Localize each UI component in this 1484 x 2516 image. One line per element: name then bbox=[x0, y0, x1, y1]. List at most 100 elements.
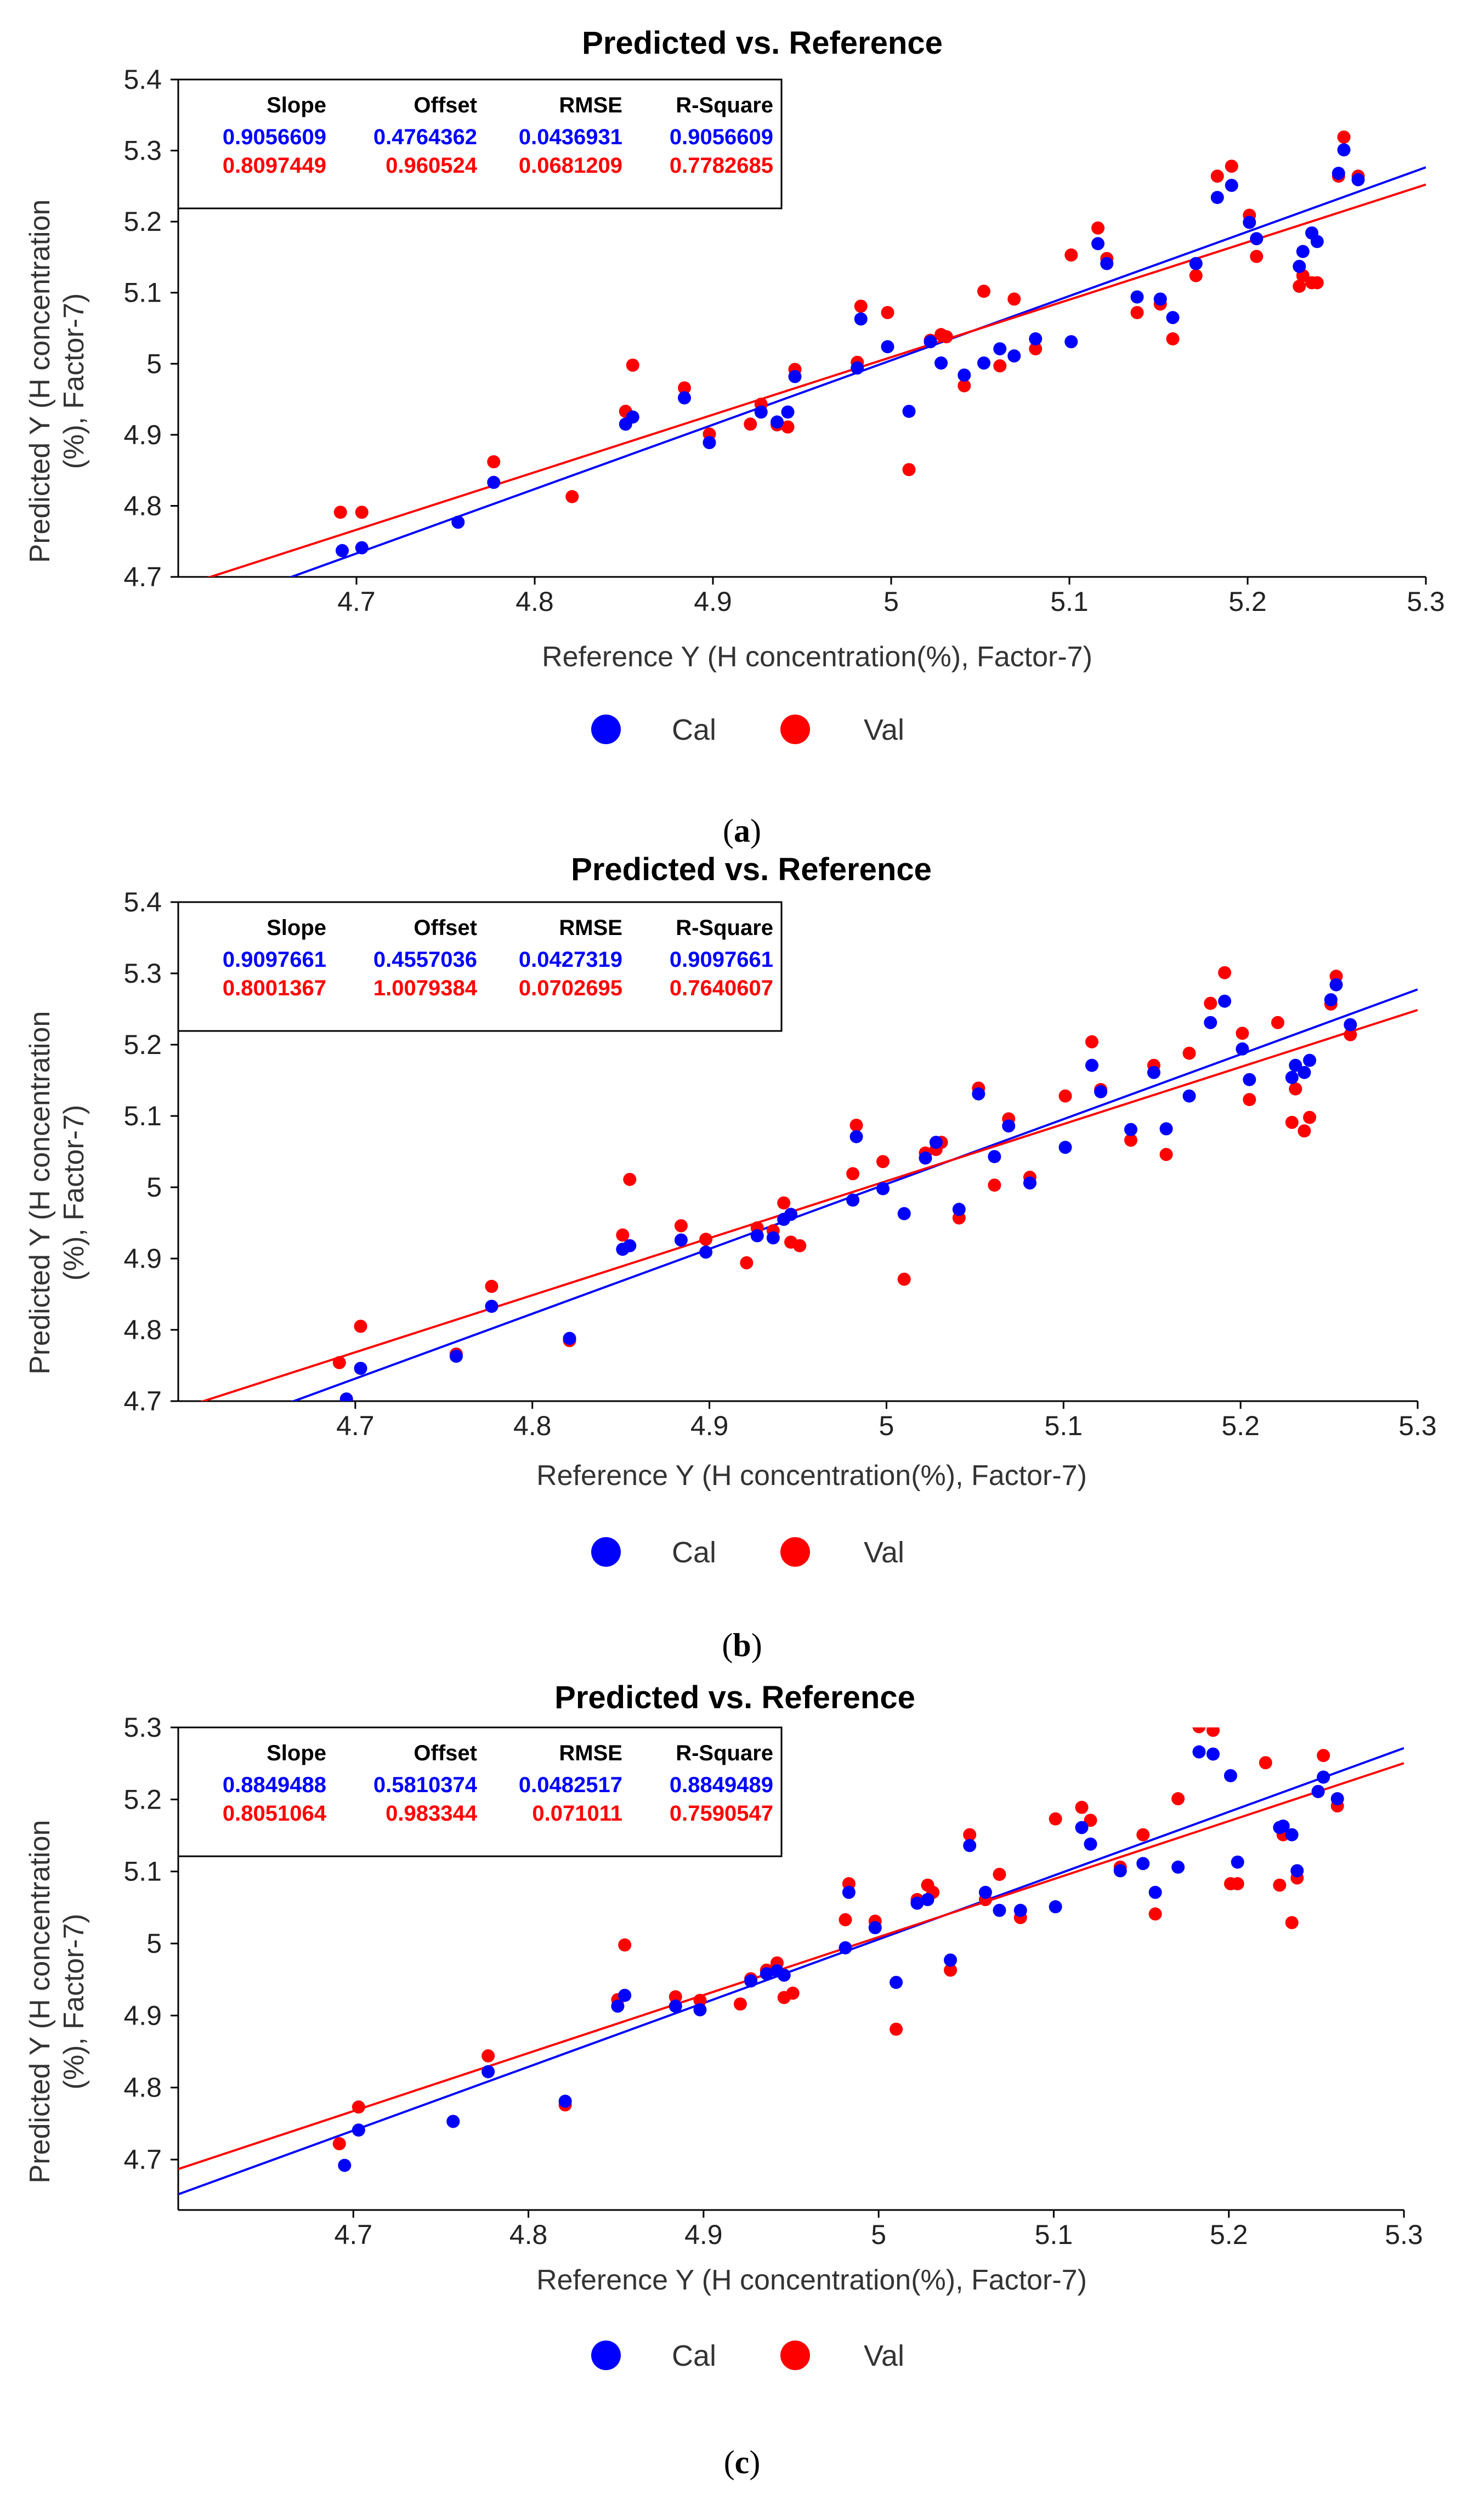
data-point-val bbox=[939, 330, 953, 344]
stats-value-val: 0.8097449 bbox=[223, 154, 326, 178]
data-point-val bbox=[1285, 1916, 1299, 1929]
data-point-val bbox=[565, 490, 579, 503]
data-point-cal bbox=[1192, 1745, 1206, 1759]
data-point-cal bbox=[1332, 167, 1345, 180]
data-point-cal bbox=[339, 1392, 353, 1401]
data-point-val bbox=[781, 420, 795, 434]
data-point-cal bbox=[963, 1839, 977, 1852]
stats-value-val: 1.0079384 bbox=[373, 976, 478, 1000]
data-point-cal bbox=[897, 1207, 911, 1221]
y-tick-label: 5.4 bbox=[123, 887, 162, 917]
stats-value-val: 0.7640607 bbox=[670, 976, 773, 1000]
data-point-cal bbox=[669, 1999, 682, 2013]
y-axis-label: Predicted Y (H concentration (%), Factor… bbox=[24, 1011, 90, 1375]
data-point-cal bbox=[1344, 1018, 1357, 1032]
stats-value-cal: 0.0427319 bbox=[519, 948, 622, 972]
data-point-cal bbox=[1293, 259, 1306, 273]
data-point-cal bbox=[1013, 1903, 1027, 1917]
data-point-val bbox=[355, 506, 369, 519]
data-point-cal bbox=[952, 1203, 966, 1216]
data-point-val bbox=[777, 1196, 791, 1210]
data-point-cal bbox=[1310, 235, 1324, 248]
y-tick-label: 5.1 bbox=[123, 277, 162, 308]
chart-panel-c: Predicted vs. Reference Predicted Y (H c… bbox=[24, 1680, 1423, 2480]
data-point-cal bbox=[890, 1975, 903, 1989]
data-point-cal bbox=[1317, 1770, 1330, 1784]
stats-box bbox=[177, 1726, 783, 1857]
data-point-val bbox=[1084, 1814, 1097, 1827]
data-point-cal bbox=[1049, 1900, 1062, 1914]
legend-cal-label: Cal bbox=[672, 1536, 716, 1569]
data-point-cal bbox=[703, 436, 716, 450]
data-point-cal bbox=[1243, 1073, 1256, 1086]
data-point-val bbox=[902, 463, 916, 477]
data-point-cal bbox=[1250, 232, 1264, 246]
data-point-cal bbox=[626, 410, 639, 424]
stats-header: RMSE bbox=[559, 93, 622, 117]
x-tick-label: 4.9 bbox=[690, 1410, 729, 1441]
data-point-val bbox=[1124, 1134, 1137, 1147]
data-point-cal bbox=[1029, 332, 1043, 345]
data-point-val bbox=[623, 1172, 637, 1186]
data-point-cal bbox=[777, 1968, 791, 1982]
y-axis-label-line1: Predicted Y (H concentration bbox=[24, 1820, 56, 2184]
data-point-cal bbox=[744, 1974, 758, 1988]
caption-label: c bbox=[735, 2444, 750, 2480]
data-point-cal bbox=[977, 356, 990, 370]
data-point-cal bbox=[487, 475, 501, 489]
stats-header: RMSE bbox=[559, 916, 622, 940]
legend-val-label: Val bbox=[864, 713, 904, 746]
data-point-cal bbox=[446, 2115, 460, 2128]
x-tick-label: 4.7 bbox=[337, 586, 376, 617]
data-point-val bbox=[1189, 269, 1203, 282]
data-point-cal bbox=[1224, 1769, 1237, 1782]
data-point-cal bbox=[876, 1182, 890, 1195]
data-point-val bbox=[669, 1990, 682, 2004]
data-point-val bbox=[485, 1279, 499, 1293]
y-axis-label: Predicted Y (H concentration (%), Factor… bbox=[24, 200, 90, 563]
legend: Cal Val bbox=[591, 1536, 904, 1569]
x-tick-label: 5.3 bbox=[1398, 1410, 1437, 1441]
data-point-cal bbox=[1159, 1122, 1173, 1136]
stats-value-cal: 0.5810374 bbox=[373, 1773, 478, 1797]
data-point-cal bbox=[934, 356, 948, 370]
y-tick-label: 5.2 bbox=[123, 1029, 162, 1060]
data-point-val bbox=[1204, 996, 1217, 1010]
y-tick-label: 5.2 bbox=[123, 1784, 162, 1815]
data-point-val bbox=[988, 1178, 1001, 1192]
data-point-cal bbox=[1225, 179, 1238, 192]
stats-value-val: 0.8051064 bbox=[223, 1801, 327, 1826]
x-tick-label: 5.3 bbox=[1385, 2219, 1423, 2250]
x-tick-label: 4.9 bbox=[694, 586, 732, 617]
data-point-val bbox=[1206, 1727, 1220, 1737]
legend-val-marker bbox=[780, 2341, 810, 2370]
data-point-cal bbox=[1171, 1860, 1185, 1874]
y-tick-label: 4.8 bbox=[123, 1314, 162, 1345]
data-point-val bbox=[846, 1167, 860, 1181]
data-point-val bbox=[1136, 1828, 1150, 1841]
y-axis-label: Predicted Y (H concentration (%), Factor… bbox=[24, 1820, 90, 2184]
data-point-val bbox=[881, 305, 894, 319]
x-tick-label: 4.9 bbox=[684, 2219, 723, 2250]
legend-val-marker bbox=[780, 715, 810, 744]
data-point-cal bbox=[910, 1896, 924, 1910]
x-tick-label: 5 bbox=[883, 586, 899, 617]
y-tick-label: 5.3 bbox=[123, 135, 162, 166]
data-point-cal bbox=[760, 1967, 773, 1981]
data-point-cal bbox=[338, 2158, 352, 2172]
data-point-val bbox=[876, 1155, 890, 1169]
data-point-cal bbox=[1166, 311, 1180, 325]
legend-val-marker bbox=[780, 1537, 810, 1567]
stats-value-cal: 0.8849489 bbox=[670, 1773, 773, 1797]
stats-box bbox=[177, 78, 783, 209]
data-point-cal bbox=[944, 1953, 958, 1967]
y-tick-label: 4.7 bbox=[123, 2144, 162, 2175]
x-tick-label: 5.2 bbox=[1228, 586, 1267, 617]
data-point-cal bbox=[1210, 191, 1224, 205]
y-tick-label: 4.9 bbox=[123, 2000, 162, 2031]
data-point-val bbox=[1159, 1148, 1173, 1161]
legend: Cal Val bbox=[591, 713, 904, 746]
data-point-cal bbox=[754, 405, 768, 419]
y-tick-label: 5 bbox=[146, 1172, 162, 1203]
data-point-cal bbox=[784, 1208, 798, 1221]
